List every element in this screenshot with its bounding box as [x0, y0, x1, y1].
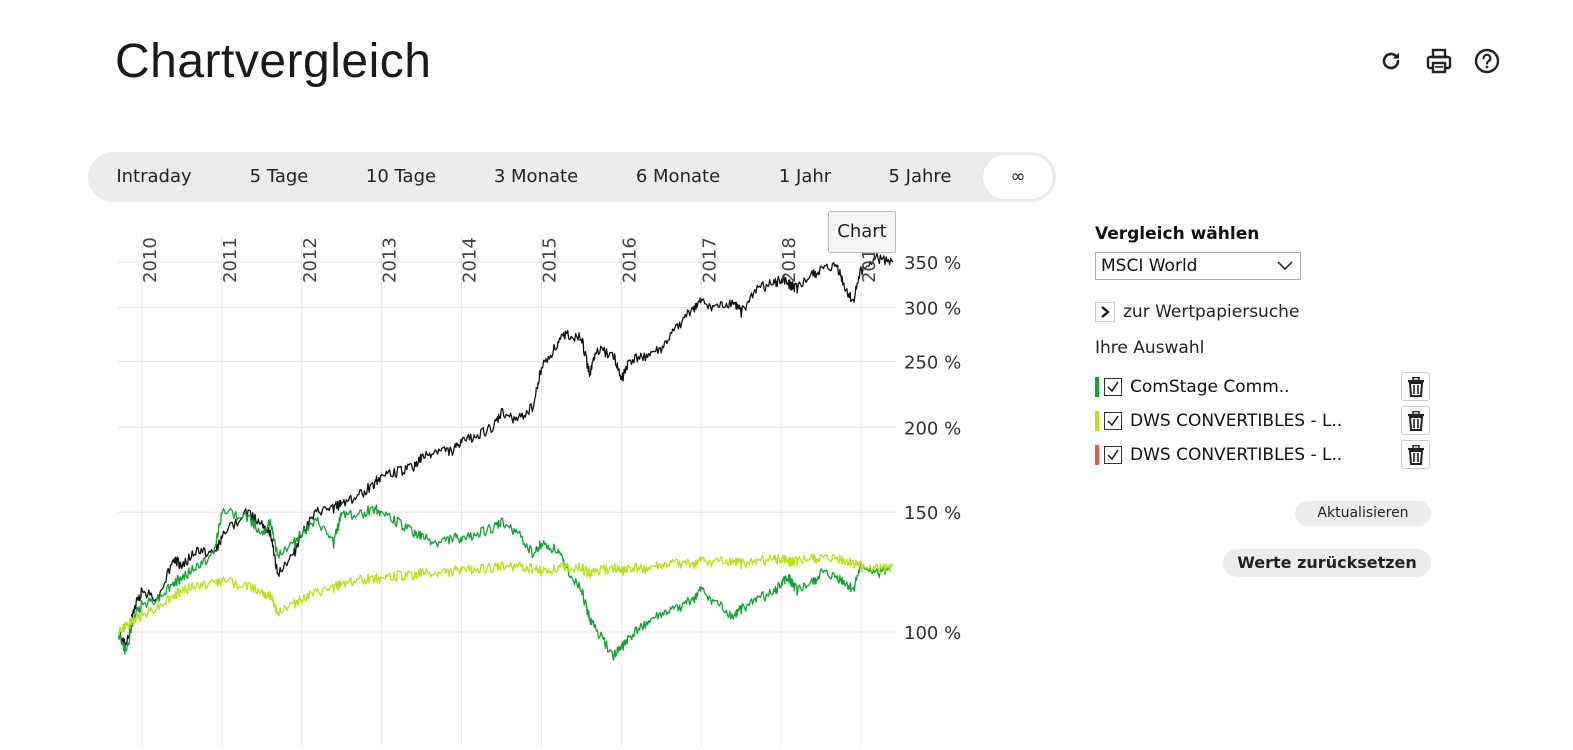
y-tick-label: 100 %: [904, 623, 961, 644]
selection-heading: Ihre Auswahl: [1095, 338, 1205, 358]
chart-tooltip: Chart: [828, 211, 896, 253]
chart-svg: 100 % 150 % 200 % 250 % 300 % 350 % 2010 2011 2…: [117, 235, 961, 746]
security-search-link[interactable]: zur Wertpapiersuche: [1095, 302, 1435, 322]
series-color-swatch: [1095, 411, 1099, 431]
page-title: Chartvergleich: [115, 35, 432, 88]
x-tick-label: 2016: [619, 237, 640, 283]
tab-5-jahre[interactable]: 5 Jahre: [888, 166, 952, 187]
update-button[interactable]: Aktualisieren: [1295, 501, 1431, 526]
series-color-swatch: [1095, 377, 1099, 397]
checkmark-icon: [1107, 381, 1119, 393]
selection-item-label: DWS CONVERTIBLES - L..: [1130, 411, 1343, 431]
security-search-label: zur Wertpapiersuche: [1123, 302, 1300, 322]
x-tick-label: 2015: [539, 237, 560, 283]
delete-button[interactable]: [1401, 372, 1430, 401]
x-tick-label: 2017: [699, 237, 720, 283]
chart-series: [117, 252, 894, 661]
checkmark-icon: [1107, 415, 1119, 427]
compare-heading: Vergleich wählen: [1095, 224, 1260, 244]
comparison-chart: 100 % 150 % 200 % 250 % 300 % 350 % 2010 2011 2…: [0, 205, 1000, 746]
print-icon[interactable]: [1424, 46, 1454, 76]
compare-select[interactable]: MSCI World: [1095, 252, 1301, 280]
y-tick-label: 150 %: [904, 503, 961, 524]
delete-button[interactable]: [1401, 406, 1430, 435]
delete-button[interactable]: [1401, 440, 1430, 469]
x-tick-label: 2012: [300, 237, 321, 283]
y-tick-label: 350 %: [904, 253, 961, 274]
help-icon[interactable]: [1472, 46, 1502, 76]
tab-5-tage[interactable]: 5 Tage: [249, 166, 309, 187]
checkmark-icon: [1107, 449, 1119, 461]
selection-checkbox[interactable]: [1104, 378, 1122, 396]
trash-icon: [1407, 444, 1424, 465]
series-line: [117, 553, 894, 637]
x-tick-label: 2011: [220, 237, 241, 283]
selection-checkbox[interactable]: [1104, 446, 1122, 464]
selection-item: DWS CONVERTIBLES - L..: [1095, 438, 1435, 472]
selection-item: DWS CONVERTIBLES - L..: [1095, 404, 1435, 438]
selection-list: ComStage Comm.. DWS CONVERTIBLES - L.. D…: [1095, 370, 1435, 472]
series-line: [117, 252, 894, 650]
x-tick-label: 2010: [140, 237, 161, 283]
trash-icon: [1407, 376, 1424, 397]
tab-intraday[interactable]: Intraday: [116, 166, 192, 187]
refresh-icon[interactable]: [1376, 46, 1406, 76]
trash-icon: [1407, 410, 1424, 431]
tab-6-monate[interactable]: 6 Monate: [635, 166, 721, 187]
time-range-tabs: Intraday 5 Tage 10 Tage 3 Monate 6 Monat…: [88, 152, 1056, 202]
selection-item-label: ComStage Comm..: [1130, 377, 1290, 397]
tab-1-jahr[interactable]: 1 Jahr: [778, 166, 832, 187]
x-axis-labels: 2010 2011 2012 2013 2014 2015 2016 2017 2018 2019: [140, 237, 880, 283]
x-tick-label: 2014: [460, 237, 481, 283]
selection-checkbox[interactable]: [1104, 412, 1122, 430]
tab-all[interactable]: ∞: [983, 155, 1053, 199]
series-line: [117, 504, 894, 661]
compare-select-value: MSCI World: [1101, 256, 1198, 276]
chevron-right-icon: [1095, 302, 1115, 322]
reset-button[interactable]: Werte zurücksetzen: [1223, 549, 1431, 577]
y-tick-label: 300 %: [904, 299, 961, 320]
tab-10-tage[interactable]: 10 Tage: [365, 166, 437, 187]
selection-item: ComStage Comm..: [1095, 370, 1435, 404]
y-axis-labels: 100 % 150 % 200 % 250 % 300 % 350 %: [904, 253, 961, 644]
series-color-swatch: [1095, 445, 1099, 465]
toolbar-icons: [1376, 46, 1502, 76]
selection-item-label: DWS CONVERTIBLES - L..: [1130, 445, 1343, 465]
x-tick-label: 2018: [779, 237, 800, 283]
compare-panel: Vergleich wählen MSCI World zur Wertpapi…: [1095, 224, 1435, 472]
y-tick-label: 200 %: [904, 418, 961, 439]
x-tick-label: 2013: [380, 237, 401, 283]
chart-grid: [118, 235, 897, 746]
tab-3-monate[interactable]: 3 Monate: [493, 166, 579, 187]
chevron-down-icon: [1276, 256, 1294, 282]
y-tick-label: 250 %: [904, 352, 961, 373]
